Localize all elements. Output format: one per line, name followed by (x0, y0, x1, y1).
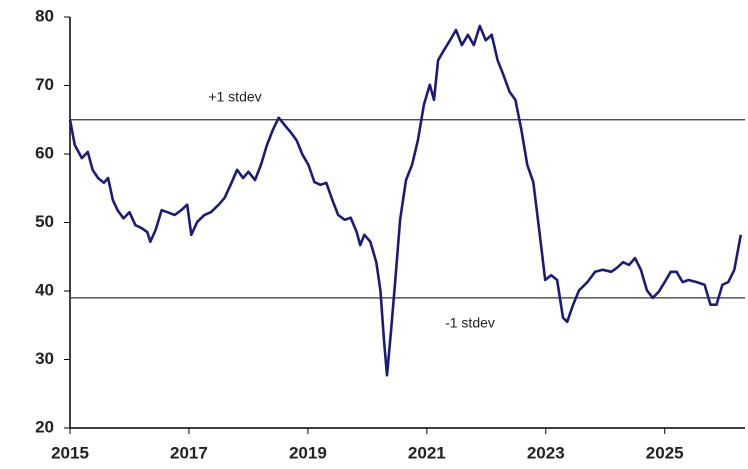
y-tick-label: 20 (35, 417, 54, 436)
y-tick-label: 30 (35, 349, 54, 368)
y-tick-label: 50 (35, 212, 54, 231)
x-tick-label: 2019 (289, 443, 327, 462)
reference-label: -1 stdev (445, 315, 495, 331)
data-line (68, 24, 743, 377)
y-tick-label: 40 (35, 280, 54, 299)
x-tick-label: 2021 (408, 443, 446, 462)
y-tick-label: 60 (35, 143, 54, 162)
x-tick-label: 2025 (646, 443, 684, 462)
x-tick-label: 2017 (170, 443, 208, 462)
reference-label: +1 stdev (208, 88, 261, 104)
y-tick-label: 70 (35, 75, 54, 94)
x-tick-label: 2015 (51, 443, 89, 462)
x-tick-label: 2023 (527, 443, 565, 462)
y-tick-label: 80 (35, 6, 54, 25)
